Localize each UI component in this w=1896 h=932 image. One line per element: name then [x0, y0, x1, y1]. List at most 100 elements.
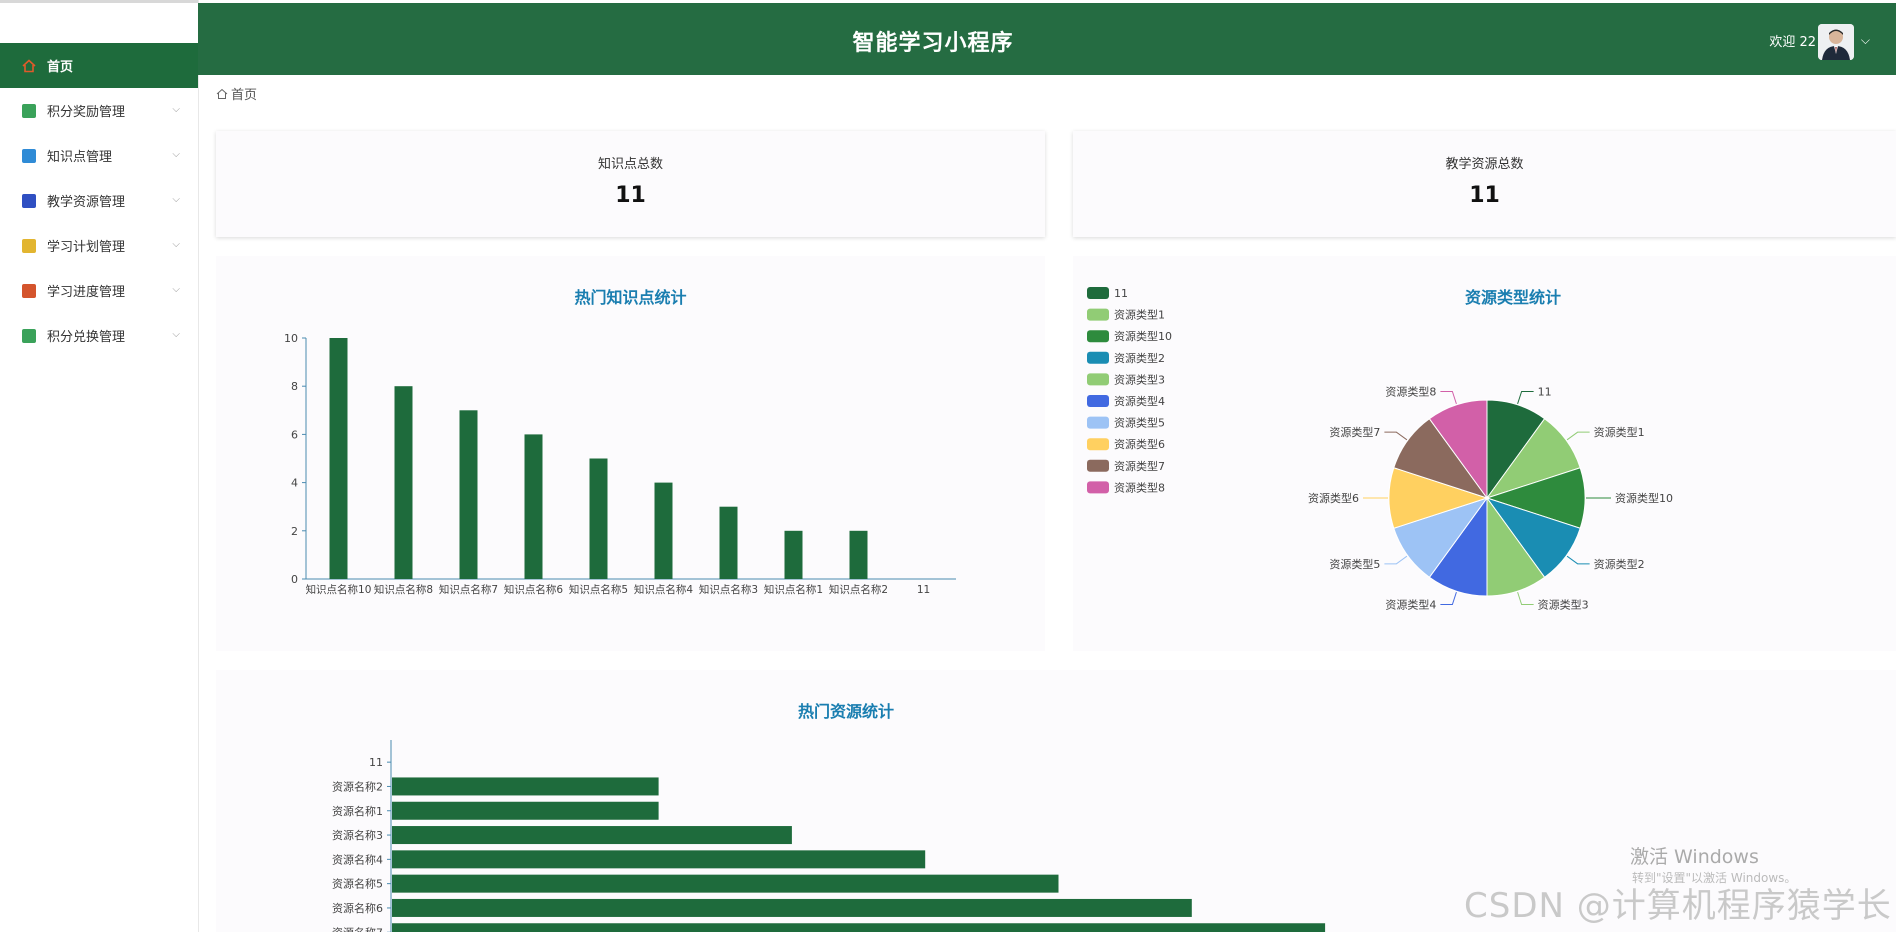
legend-swatch[interactable] [1087, 308, 1109, 321]
bar-知识点名称8[interactable] [394, 386, 413, 579]
y-tick-label: 资源名称7 [332, 925, 383, 932]
copy-icon [22, 328, 36, 343]
x-tick-label: 知识点名称7 [439, 583, 498, 596]
legend-label[interactable]: 资源类型3 [1114, 372, 1165, 386]
legend-swatch[interactable] [1087, 373, 1109, 386]
chevron-down-icon: ⌵ [172, 239, 180, 250]
hot-resource-panel: 热门资源统计 11 资源名称2 资源名称1 资源名称3 资源名称4 资源名称5 资源名称6 资… [216, 670, 1896, 932]
legend-label[interactable]: 资源类型4 [1114, 394, 1165, 408]
legend-label[interactable]: 资源类型1 [1114, 308, 1165, 322]
pie-label-line [1517, 592, 1534, 606]
x-tick-label: 知识点名称6 [504, 583, 563, 596]
legend-swatch[interactable] [1087, 481, 1109, 494]
x-tick-label: 11 [917, 584, 930, 596]
hbar-资源名称1[interactable] [392, 801, 659, 820]
sidebar-item-6[interactable]: 积分兑换管理 ⌵ [0, 313, 198, 358]
folder-icon [22, 238, 36, 253]
y-tick-label: 资源名称2 [332, 779, 383, 793]
legend-swatch[interactable] [1087, 416, 1109, 429]
legend-swatch[interactable] [1087, 287, 1109, 299]
chevron-down-icon: ⌵ [172, 329, 180, 340]
chevron-down-icon: ⌵ [172, 194, 180, 205]
sidebar-item-3[interactable]: 教学资源管理 ⌵ [0, 178, 198, 223]
bar-知识点名称5[interactable] [589, 458, 608, 580]
knowledge-total-value: 11 [615, 183, 646, 208]
pie-label: 资源类型5 [1329, 557, 1380, 571]
sidebar-item-5[interactable]: 学习进度管理 ⌵ [0, 268, 198, 313]
legend-swatch[interactable] [1087, 330, 1109, 343]
y-tick-label: 资源名称3 [332, 828, 383, 842]
resource-total-card: 教学资源总数 11 [1073, 131, 1896, 237]
y-tick-label: 8 [291, 380, 298, 393]
pie-label-line [1517, 390, 1534, 404]
hbar-资源名称6[interactable] [392, 898, 1192, 917]
pie-slice-资源类型8[interactable] [1428, 399, 1488, 500]
legend-label[interactable]: 11 [1114, 287, 1128, 300]
sidebar-item-2[interactable]: 知识点管理 ⌵ [0, 133, 198, 178]
hot-knowledge-title: 热门知识点统计 [574, 288, 687, 307]
pie-label: 资源类型1 [1594, 425, 1645, 439]
hot-knowledge-panel: 热门知识点统计 0 2 4 6 8 10 知识点名称10 知识点名称8 知识点名称7 知识点名称6… [216, 256, 1045, 651]
knowledge-total-card: 知识点总数 11 [216, 131, 1045, 237]
user-avatar[interactable] [1818, 24, 1854, 60]
sidebar-item-label: 积分奖励管理 [47, 105, 126, 120]
breadcrumb: 首页 [216, 84, 257, 103]
hbar-资源名称4[interactable] [392, 850, 926, 869]
user-menu-chevron-icon[interactable]: ⌵ [1860, 33, 1870, 47]
resource-type-panel: 资源类型统计 11 资源类型1 资源类型10 资源类型2 资源类型3 资源类型4 资源类型5… [1073, 256, 1896, 651]
pie-label: 资源类型8 [1385, 384, 1436, 398]
bar-知识点名称4[interactable] [654, 482, 673, 579]
y-tick-label: 0 [291, 573, 298, 586]
app-title: 智能学习小程序 [852, 31, 1014, 56]
legend-label[interactable]: 资源类型2 [1114, 351, 1165, 365]
card-icon [22, 148, 36, 163]
pie-label: 资源类型7 [1329, 425, 1380, 439]
y-tick-label: 资源名称5 [332, 877, 383, 891]
y-tick-label: 资源名称1 [332, 804, 383, 818]
hbar-资源名称2[interactable] [392, 777, 659, 796]
bar-知识点名称3[interactable] [719, 506, 738, 579]
windows-activation-subtext: 转到"设置"以激活 Windows。 [1632, 871, 1797, 885]
x-tick-label: 知识点名称10 [306, 583, 372, 596]
y-tick-label: 10 [284, 332, 298, 345]
legend-label[interactable]: 资源类型5 [1114, 416, 1165, 430]
hbar-资源名称3[interactable] [392, 826, 792, 845]
home-icon [22, 58, 36, 73]
hbar-资源名称7[interactable] [392, 923, 1326, 932]
bar-知识点名称2[interactable] [849, 530, 868, 579]
legend-swatch[interactable] [1087, 438, 1109, 451]
sidebar-menu: 首页 积分奖励管理 ⌵ 知识点管理 ⌵ 教学资源管理 ⌵ 学习计划管理 ⌵ 学习进度管理 ⌵ 积分兑换… [0, 43, 198, 358]
sidebar-item-4[interactable]: 学习计划管理 ⌵ [0, 223, 198, 268]
pie-label-line [1566, 431, 1590, 441]
breadcrumb-home-link[interactable]: 首页 [231, 88, 258, 103]
hot-resource-chart: 11 资源名称2 资源名称1 资源名称3 资源名称4 资源名称5 资源名称6 资源名称7 [332, 740, 1326, 932]
x-tick-label: 知识点名称8 [374, 583, 433, 596]
legend-swatch[interactable] [1087, 395, 1109, 407]
hbar-资源名称5[interactable] [392, 874, 1059, 893]
legend-label[interactable]: 资源类型8 [1114, 480, 1165, 494]
sidebar-item-label: 积分兑换管理 [47, 330, 126, 345]
bar-知识点名称6[interactable] [524, 434, 543, 579]
bar-知识点名称10[interactable] [329, 338, 348, 579]
welcome-text: 欢迎 22 [1769, 35, 1816, 50]
sidebar-item-0[interactable]: 首页 [0, 43, 198, 88]
pie-label: 资源类型10 [1615, 491, 1673, 505]
legend-swatch[interactable] [1087, 351, 1109, 364]
legend-label[interactable]: 资源类型6 [1114, 437, 1165, 451]
sidebar-item-label: 知识点管理 [47, 150, 113, 165]
pie-label: 资源类型6 [1308, 491, 1359, 505]
bar-知识点名称1[interactable] [784, 530, 803, 579]
y-tick-label: 资源名称6 [332, 901, 383, 915]
legend-label[interactable]: 资源类型10 [1114, 329, 1172, 343]
pie-label: 资源类型2 [1594, 557, 1645, 571]
bar-知识点名称7[interactable] [459, 410, 478, 579]
resource-total-value: 11 [1469, 183, 1500, 208]
legend-swatch[interactable] [1087, 459, 1109, 472]
pie-label-line [1440, 390, 1457, 404]
sidebar-item-label: 学习进度管理 [47, 285, 126, 300]
y-tick-label: 6 [291, 428, 298, 441]
sidebar-item-1[interactable]: 积分奖励管理 ⌵ [0, 88, 198, 133]
sidebar-item-label: 学习计划管理 [47, 240, 126, 255]
y-tick-label: 11 [369, 756, 383, 769]
legend-label[interactable]: 资源类型7 [1114, 459, 1165, 473]
